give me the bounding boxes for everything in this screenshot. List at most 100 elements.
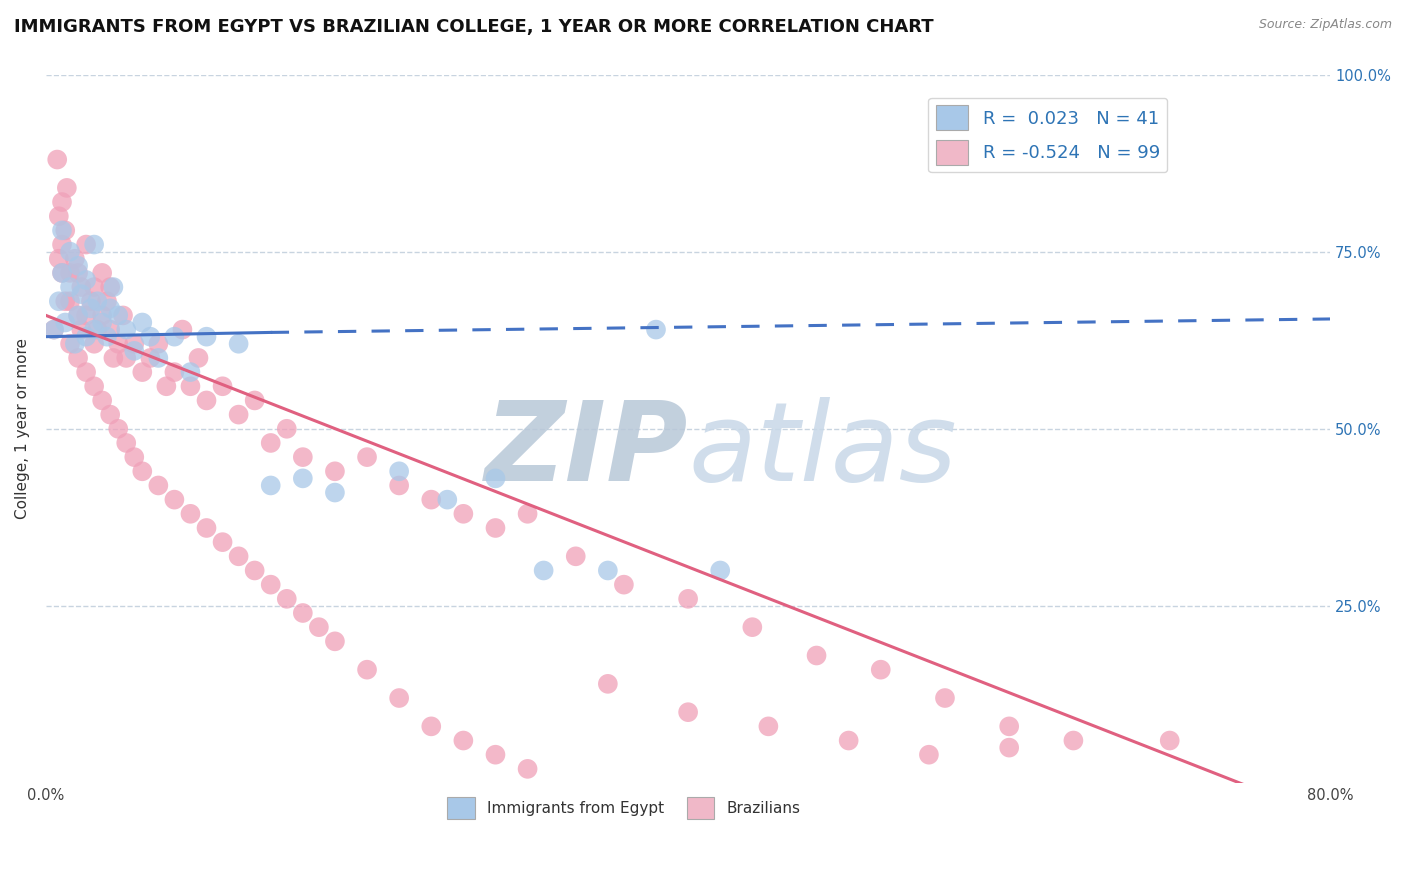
Point xyxy=(998,719,1021,733)
Point xyxy=(59,280,82,294)
Point xyxy=(70,287,93,301)
Point xyxy=(75,309,97,323)
Point xyxy=(53,316,76,330)
Point xyxy=(758,719,780,733)
Point xyxy=(179,379,201,393)
Point xyxy=(516,762,538,776)
Point xyxy=(187,351,209,365)
Point xyxy=(75,329,97,343)
Point xyxy=(163,329,186,343)
Point xyxy=(115,322,138,336)
Point xyxy=(59,294,82,309)
Point xyxy=(741,620,763,634)
Legend: Immigrants from Egypt, Brazilians: Immigrants from Egypt, Brazilians xyxy=(441,791,807,825)
Point xyxy=(48,252,70,266)
Point xyxy=(122,450,145,464)
Point xyxy=(323,464,346,478)
Point xyxy=(388,691,411,706)
Point xyxy=(195,393,218,408)
Point xyxy=(48,294,70,309)
Point xyxy=(80,301,103,316)
Point xyxy=(613,577,636,591)
Point xyxy=(323,485,346,500)
Point xyxy=(356,450,378,464)
Point xyxy=(308,620,330,634)
Point xyxy=(67,309,90,323)
Point xyxy=(70,280,93,294)
Text: Source: ZipAtlas.com: Source: ZipAtlas.com xyxy=(1258,18,1392,31)
Point xyxy=(98,322,121,336)
Point xyxy=(436,492,458,507)
Point xyxy=(676,705,699,719)
Point xyxy=(420,492,443,507)
Point xyxy=(484,521,506,535)
Point xyxy=(869,663,891,677)
Point xyxy=(163,492,186,507)
Point xyxy=(195,521,218,535)
Point xyxy=(98,408,121,422)
Point xyxy=(709,564,731,578)
Point xyxy=(179,365,201,379)
Point xyxy=(148,351,170,365)
Point xyxy=(48,209,70,223)
Point xyxy=(80,294,103,309)
Point xyxy=(67,309,90,323)
Point xyxy=(51,223,73,237)
Point xyxy=(42,322,65,336)
Point xyxy=(172,322,194,336)
Point xyxy=(122,343,145,358)
Point xyxy=(83,322,105,336)
Point xyxy=(596,677,619,691)
Point xyxy=(59,244,82,259)
Point xyxy=(1062,733,1084,747)
Point xyxy=(484,471,506,485)
Point xyxy=(388,478,411,492)
Point xyxy=(260,436,283,450)
Text: atlas: atlas xyxy=(688,397,956,504)
Point xyxy=(934,691,956,706)
Point xyxy=(122,336,145,351)
Point xyxy=(1159,733,1181,747)
Point xyxy=(596,564,619,578)
Point xyxy=(51,266,73,280)
Point xyxy=(838,733,860,747)
Point xyxy=(918,747,941,762)
Point xyxy=(148,336,170,351)
Point xyxy=(260,478,283,492)
Point xyxy=(388,464,411,478)
Point xyxy=(75,237,97,252)
Point xyxy=(67,266,90,280)
Point xyxy=(103,351,125,365)
Point xyxy=(228,336,250,351)
Point xyxy=(83,237,105,252)
Point xyxy=(323,634,346,648)
Point xyxy=(98,301,121,316)
Point xyxy=(91,309,114,323)
Point xyxy=(91,266,114,280)
Point xyxy=(484,747,506,762)
Point xyxy=(51,237,73,252)
Point xyxy=(453,733,475,747)
Point xyxy=(276,422,298,436)
Point xyxy=(676,591,699,606)
Point xyxy=(83,280,105,294)
Point xyxy=(243,564,266,578)
Point xyxy=(516,507,538,521)
Point xyxy=(75,273,97,287)
Point xyxy=(533,564,555,578)
Point xyxy=(98,280,121,294)
Point xyxy=(453,507,475,521)
Point xyxy=(51,266,73,280)
Point xyxy=(155,379,177,393)
Y-axis label: College, 1 year or more: College, 1 year or more xyxy=(15,338,30,519)
Point xyxy=(70,322,93,336)
Point xyxy=(67,351,90,365)
Point xyxy=(63,252,86,266)
Point xyxy=(564,549,586,564)
Point xyxy=(96,329,118,343)
Point xyxy=(103,280,125,294)
Point xyxy=(86,294,108,309)
Point xyxy=(131,316,153,330)
Point xyxy=(96,294,118,309)
Point xyxy=(260,577,283,591)
